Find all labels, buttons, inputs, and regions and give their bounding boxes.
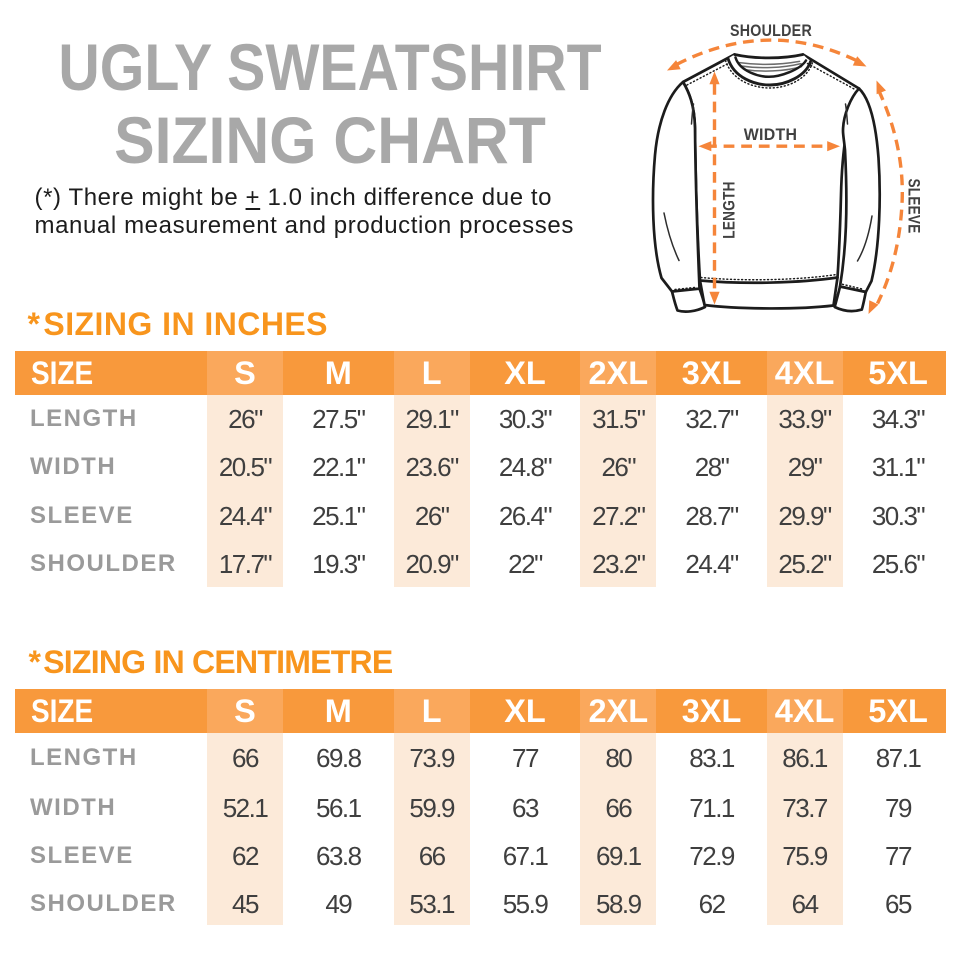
svg-text:LENGTH: LENGTH (721, 181, 739, 239)
svg-text:SHOULDER: SHOULDER (730, 22, 812, 40)
svg-text:SLEEVE: SLEEVE (905, 179, 923, 234)
svg-text:WIDTH: WIDTH (744, 126, 798, 144)
